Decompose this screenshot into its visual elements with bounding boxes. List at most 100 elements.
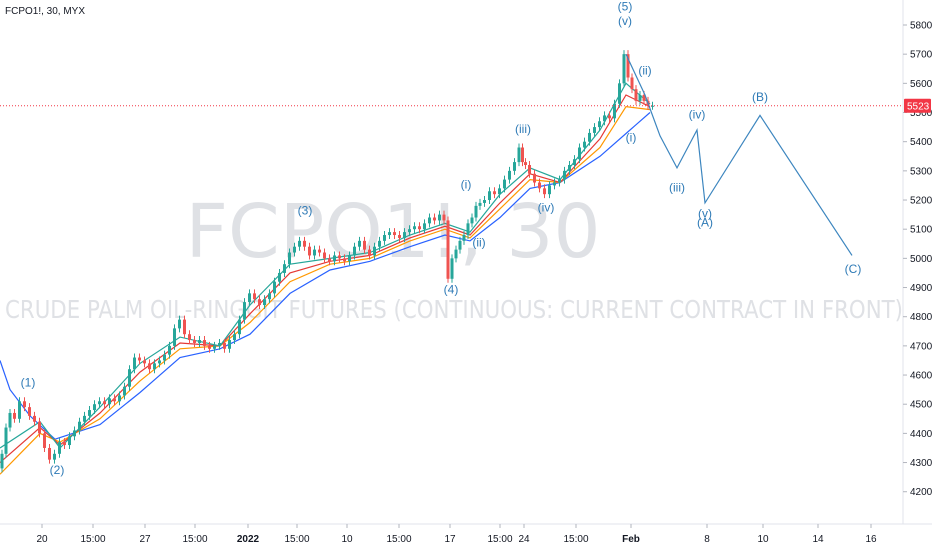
candle-body (603, 115, 606, 122)
candle-body (238, 319, 241, 335)
candle-body (513, 162, 516, 171)
time-tick-label: 10 (341, 534, 353, 545)
price-tick-label: 4900 (910, 283, 932, 294)
candle-body (483, 200, 486, 203)
wave-label: (2) (50, 463, 65, 477)
candle-body (493, 191, 496, 195)
candle-body (88, 410, 91, 416)
price-tick-label: 5000 (910, 254, 932, 265)
candle-body (183, 319, 186, 335)
price-tick-label: 4200 (910, 487, 932, 498)
time-tick-label: 14 (812, 534, 824, 545)
time-axis[interactable]: 20 15:00 27 15:00 2022 15:00 10 15:00 17 15:00 24 1… (36, 524, 877, 545)
candle-body (573, 159, 576, 166)
candle-body (293, 246, 296, 253)
candle-body (517, 147, 521, 163)
candle-body (233, 334, 236, 341)
candle-body (243, 302, 246, 320)
candle-body (118, 395, 121, 402)
candle-body (298, 240, 301, 247)
candle-body (622, 54, 626, 84)
candle-body (503, 179, 506, 189)
candle-body (138, 357, 141, 361)
price-tick-label: 4300 (910, 458, 932, 469)
price-tick-label: 5400 (910, 137, 932, 148)
candle-body (348, 255, 351, 262)
candle-body (488, 191, 491, 201)
candle-body (48, 447, 51, 460)
price-tick-label: 5600 (910, 79, 932, 90)
candle-body (438, 214, 441, 221)
candle-body (358, 240, 361, 247)
projection-zigzag (625, 53, 853, 256)
candle-body (68, 436, 71, 446)
candle-body (58, 442, 61, 454)
candle-body (588, 132, 591, 142)
wave-projection (625, 53, 853, 256)
candle-body (563, 170, 566, 180)
price-axis[interactable]: 4200 4300 4400 4500 4600 4700 4800 4900 5000 5100… (903, 21, 932, 499)
time-tick-label: 15:00 (487, 534, 512, 545)
price-tick-label: 5200 (910, 196, 932, 207)
candle-body (278, 272, 281, 282)
candle-body (548, 185, 551, 195)
candle-body (83, 415, 86, 422)
time-tick-label: 17 (444, 534, 456, 545)
wave-label: (3) (298, 204, 313, 218)
price-tick-label: 4500 (910, 400, 932, 411)
wave-label: (v) (698, 207, 712, 221)
price-tick-label: 4700 (910, 341, 932, 352)
candle-body (78, 421, 81, 431)
candle-body (108, 398, 111, 405)
candle-body (538, 182, 541, 189)
candle-body (578, 147, 581, 160)
candle-body (593, 127, 596, 133)
candle-body (446, 220, 450, 279)
candle-body (228, 340, 231, 349)
candle-body (173, 328, 176, 346)
candle-body (568, 165, 571, 171)
candle-body (498, 188, 501, 195)
candle-body (418, 226, 421, 230)
price-tick-label: 5700 (910, 50, 932, 61)
candle-body (258, 299, 261, 306)
candle-body (558, 179, 561, 183)
wave-label: (iv) (689, 107, 706, 121)
time-tick-label: 16 (865, 534, 877, 545)
candle-body (608, 115, 611, 119)
candle-body (328, 258, 331, 262)
candle-body (318, 249, 321, 253)
wave-label: (i) (626, 131, 637, 145)
price-tick-label: 5500 (910, 108, 932, 119)
candle-body (13, 412, 16, 419)
price-tick-label: 4800 (910, 312, 932, 323)
candle-body (583, 141, 586, 148)
candle-body (178, 319, 181, 329)
candle-body (163, 354, 166, 361)
candle-body (442, 214, 446, 221)
candle-body (428, 217, 431, 224)
candle-body (23, 401, 26, 408)
last-price-label: 5523 (907, 101, 930, 112)
candle-body (462, 235, 466, 241)
candle-body (630, 77, 634, 90)
candle-body (458, 240, 462, 250)
candle-body (383, 235, 386, 241)
candle-body (528, 165, 531, 174)
candle-body (208, 345, 211, 349)
candle-body (433, 217, 436, 221)
price-tick-label: 5800 (910, 21, 932, 32)
price-tick-label: 5300 (910, 166, 932, 177)
candle-body (148, 363, 151, 370)
candle-body (98, 401, 101, 405)
candle-body (113, 398, 116, 402)
candle-body (403, 232, 406, 238)
time-tick-label: 20 (36, 534, 48, 545)
candle-body (73, 430, 76, 437)
candle-body (470, 217, 474, 224)
candle-body (508, 170, 511, 180)
time-tick-label: 15:00 (182, 534, 207, 545)
candle-body (248, 293, 251, 303)
